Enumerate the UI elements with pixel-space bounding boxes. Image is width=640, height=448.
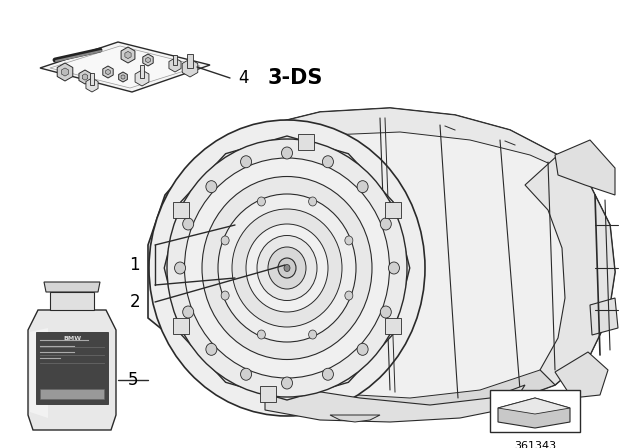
Ellipse shape: [221, 291, 229, 300]
Polygon shape: [143, 54, 153, 66]
Ellipse shape: [345, 236, 353, 245]
Ellipse shape: [206, 181, 217, 193]
Ellipse shape: [380, 218, 391, 230]
Ellipse shape: [218, 194, 356, 342]
Ellipse shape: [182, 306, 194, 318]
Polygon shape: [555, 140, 615, 195]
Polygon shape: [30, 328, 48, 418]
Polygon shape: [265, 385, 525, 422]
Bar: [90, 73, 94, 85]
Bar: [173, 55, 177, 65]
Bar: [36, 332, 108, 404]
Bar: [40, 389, 104, 399]
Text: 1: 1: [129, 256, 140, 274]
Ellipse shape: [149, 120, 425, 416]
Ellipse shape: [388, 262, 399, 274]
Text: 5: 5: [127, 371, 138, 389]
Polygon shape: [57, 63, 73, 81]
Polygon shape: [83, 74, 88, 80]
Ellipse shape: [202, 177, 372, 359]
Ellipse shape: [278, 258, 296, 278]
Polygon shape: [330, 415, 380, 422]
Ellipse shape: [184, 158, 390, 378]
Bar: [140, 65, 145, 78]
Polygon shape: [210, 108, 590, 185]
Ellipse shape: [206, 343, 217, 355]
Polygon shape: [118, 72, 127, 82]
Text: BMW: BMW: [63, 336, 81, 340]
Polygon shape: [50, 46, 200, 88]
Polygon shape: [135, 70, 149, 86]
Polygon shape: [555, 352, 608, 398]
Ellipse shape: [323, 156, 333, 168]
Ellipse shape: [308, 330, 317, 339]
Ellipse shape: [241, 156, 252, 168]
Polygon shape: [164, 136, 410, 400]
Polygon shape: [146, 57, 150, 63]
Polygon shape: [230, 358, 555, 415]
Ellipse shape: [282, 147, 292, 159]
Bar: [188, 54, 193, 68]
Bar: [173, 202, 189, 218]
Text: 361343: 361343: [514, 441, 556, 448]
Polygon shape: [590, 298, 618, 335]
Ellipse shape: [380, 306, 391, 318]
Text: 2: 2: [129, 293, 140, 311]
Text: 4: 4: [238, 69, 248, 87]
Bar: [385, 318, 401, 334]
Polygon shape: [44, 282, 100, 292]
Polygon shape: [498, 398, 570, 414]
Ellipse shape: [232, 209, 342, 327]
Ellipse shape: [282, 377, 292, 389]
Polygon shape: [125, 52, 131, 59]
Ellipse shape: [357, 343, 368, 355]
Ellipse shape: [221, 236, 229, 245]
Polygon shape: [50, 292, 94, 310]
Bar: [298, 134, 314, 150]
Ellipse shape: [246, 224, 328, 312]
Polygon shape: [79, 70, 91, 84]
Bar: [173, 318, 189, 334]
Text: 3-DS: 3-DS: [268, 68, 323, 88]
Polygon shape: [103, 66, 113, 78]
Polygon shape: [525, 155, 615, 385]
Polygon shape: [498, 398, 570, 428]
Bar: [490, 390, 580, 432]
Polygon shape: [182, 59, 198, 77]
Polygon shape: [121, 47, 135, 63]
Bar: [385, 202, 401, 218]
Ellipse shape: [182, 218, 194, 230]
Ellipse shape: [323, 368, 333, 380]
Polygon shape: [28, 310, 116, 430]
Ellipse shape: [175, 262, 186, 274]
Ellipse shape: [308, 197, 317, 206]
Ellipse shape: [167, 139, 407, 397]
Polygon shape: [40, 42, 210, 92]
Ellipse shape: [284, 264, 290, 271]
Bar: [260, 387, 276, 402]
Ellipse shape: [268, 247, 306, 289]
Polygon shape: [61, 68, 68, 76]
Ellipse shape: [357, 181, 368, 193]
Ellipse shape: [257, 236, 317, 301]
Ellipse shape: [257, 197, 266, 206]
Ellipse shape: [241, 368, 252, 380]
Polygon shape: [169, 58, 181, 72]
Ellipse shape: [345, 291, 353, 300]
Polygon shape: [106, 69, 110, 75]
Ellipse shape: [257, 330, 266, 339]
Polygon shape: [148, 108, 615, 415]
Polygon shape: [121, 75, 125, 79]
Polygon shape: [86, 78, 98, 92]
